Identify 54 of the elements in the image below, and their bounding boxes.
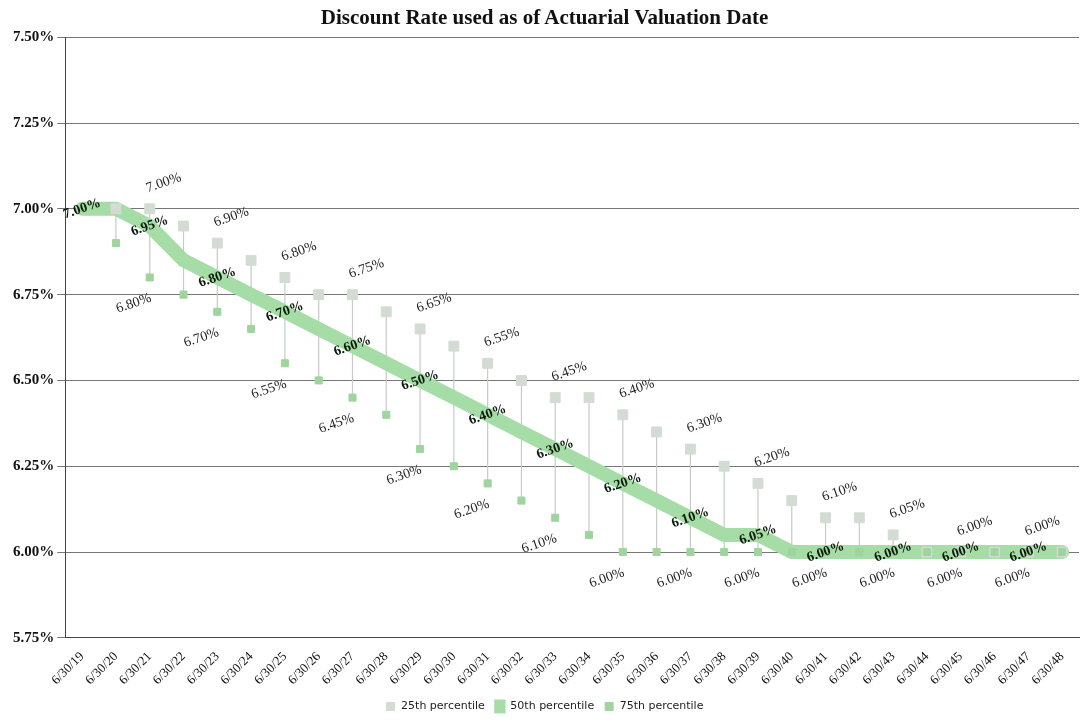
data-label: 6.05% — [737, 520, 779, 548]
y-tick-label: 7.50% — [13, 28, 55, 45]
y-tick-label: 6.75% — [13, 285, 55, 302]
data-label: 6.00% — [939, 537, 982, 565]
y-tick-label: 7.25% — [13, 113, 55, 130]
data-label: 6.00% — [654, 564, 694, 591]
y-tick-label: 6.00% — [13, 542, 55, 559]
data-label: 6.10% — [669, 503, 711, 531]
data-label: 7.00% — [61, 194, 103, 222]
data-label: 6.00% — [587, 564, 627, 591]
data-label: 6.05% — [887, 495, 927, 522]
data-label: 6.00% — [1007, 537, 1049, 565]
data-label: 6.70% — [181, 323, 221, 350]
legend-label: 75th percentile — [619, 699, 704, 713]
chart-title: Discount Rate used as of Actuarial Valuation Date — [320, 5, 769, 30]
data-label: 6.10% — [819, 477, 860, 504]
data-label: 6.30% — [684, 409, 724, 436]
data-label: 6.75% — [346, 254, 387, 281]
data-label: 6.70% — [263, 297, 306, 325]
y-tick-label: 7.00% — [13, 199, 55, 216]
data-label: 6.00% — [954, 512, 995, 539]
data-label: 6.40% — [466, 400, 508, 428]
data-label: 6.00% — [789, 564, 830, 591]
data-label: 6.10% — [519, 529, 559, 556]
data-label: 6.40% — [617, 374, 657, 401]
data-label: 6.30% — [534, 434, 576, 462]
data-label: 6.50% — [399, 366, 441, 393]
legend-label: 25th percentile — [401, 699, 486, 713]
data-label: 6.20% — [752, 443, 792, 470]
data-label: 6.65% — [414, 289, 454, 316]
y-tick-label: 6.50% — [13, 371, 55, 388]
data-label: 6.55% — [481, 323, 522, 350]
data-label: 6.90% — [211, 203, 251, 230]
data-label: 6.00% — [804, 537, 846, 565]
data-label: 6.80% — [113, 289, 154, 316]
data-label: 6.80% — [279, 237, 319, 264]
data-label: 6.60% — [331, 331, 373, 359]
legend-label: 50th percentile — [510, 699, 595, 713]
data-label: 6.80% — [196, 263, 238, 290]
data-label: 6.30% — [384, 461, 424, 488]
y-tick-label: 5.75% — [13, 628, 55, 645]
data-label: 7.00% — [143, 168, 184, 195]
y-tick-label: 6.25% — [13, 457, 55, 474]
data-label: 6.20% — [451, 495, 492, 522]
data-label: 6.00% — [924, 564, 965, 591]
data-label: 6.00% — [722, 564, 762, 591]
data-label: 6.00% — [857, 564, 897, 591]
data-label: 6.00% — [992, 564, 1032, 591]
data-label: 6.00% — [1022, 512, 1062, 539]
data-label: 6.20% — [601, 469, 644, 496]
data-label: 6.45% — [316, 409, 357, 436]
data-label: 6.95% — [128, 211, 171, 239]
data-label: 6.55% — [249, 375, 289, 402]
data-label: 6.45% — [549, 357, 589, 384]
